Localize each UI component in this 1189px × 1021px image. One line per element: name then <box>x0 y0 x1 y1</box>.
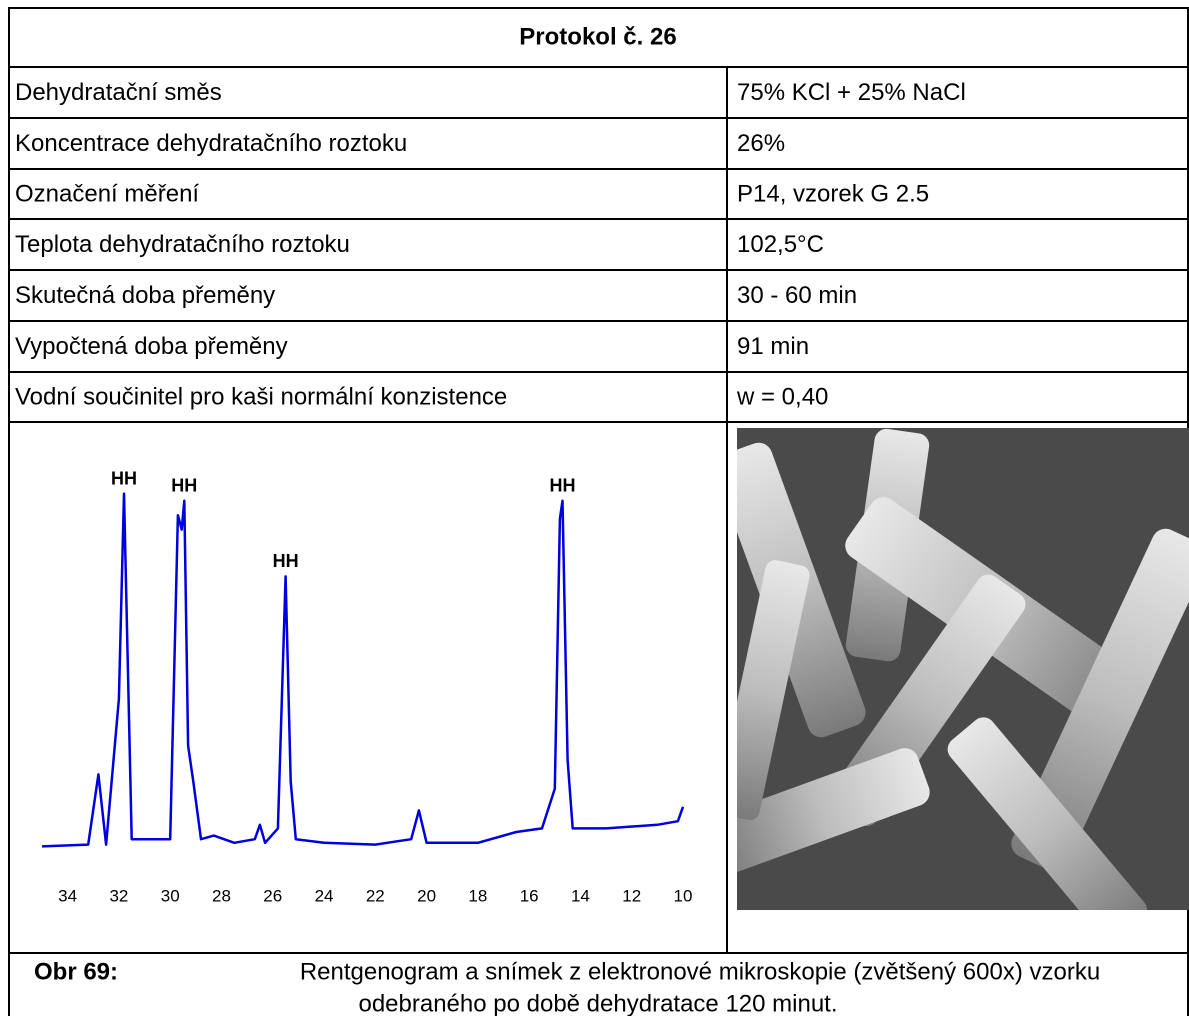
row-value: w = 0,40 <box>736 383 828 410</box>
x-tick-label: 14 <box>571 886 590 905</box>
x-tick-label: 16 <box>520 886 539 905</box>
x-tick-label: 18 <box>468 886 487 905</box>
spectrum <box>41 492 685 848</box>
row-label: Vypočtená doba přeměny <box>15 333 288 360</box>
x-tick-label: 34 <box>58 886 77 905</box>
caption-line: Rentgenogram a snímek z elektronové mikr… <box>300 958 1100 985</box>
row-value: P14, vzorek G 2.5 <box>737 180 929 207</box>
row-label: Skutečná doba přeměny <box>15 282 275 309</box>
row-value: 30 - 60 min <box>737 282 857 309</box>
row-label: Dehydratační směs <box>15 79 222 106</box>
caption-line: odebraného po době dehydratace 120 minut… <box>358 990 837 1016</box>
x-tick-label: 28 <box>212 886 231 905</box>
caption-label: Obr 69: <box>34 958 118 985</box>
row-label: Teplota dehydratačního roztoku <box>15 231 350 258</box>
row-value: 91 min <box>737 333 809 360</box>
x-tick-label: 10 <box>674 886 693 905</box>
row-label: Označení měření <box>15 180 199 207</box>
row-label: Koncentrace dehydratačního roztoku <box>15 130 407 157</box>
x-tick-label: 24 <box>315 886 334 905</box>
peak-label: HH <box>273 551 299 571</box>
micrograph <box>737 428 1189 910</box>
row-value: 26% <box>737 130 785 157</box>
x-tick-label: 32 <box>109 886 128 905</box>
x-tick-label: 22 <box>366 886 385 905</box>
row-label: Vodní součinitel pro kaši normální konzi… <box>15 383 507 410</box>
peak-label: HH <box>111 468 137 488</box>
peak-label: HH <box>549 476 575 496</box>
xrd-chart: 34 32 30 28 26 24 22 20 18 16 14 12 10 HH HH HH HH <box>41 468 693 905</box>
x-tick-label: 20 <box>417 886 436 905</box>
row-value: 75% KCl + 25% NaCl <box>737 79 966 106</box>
x-tick-label: 30 <box>161 886 180 905</box>
x-tick-label: 12 <box>622 886 641 905</box>
table-rows: Dehydratační směs 75% KCl + 25% NaCl Konce… <box>15 79 966 411</box>
table-title: Protokol č. 26 <box>519 23 676 50</box>
peak-label: HH <box>171 476 197 496</box>
x-tick-label: 26 <box>263 886 282 905</box>
row-value: 102,5°C <box>737 231 824 258</box>
table-grid <box>8 7 1189 1016</box>
